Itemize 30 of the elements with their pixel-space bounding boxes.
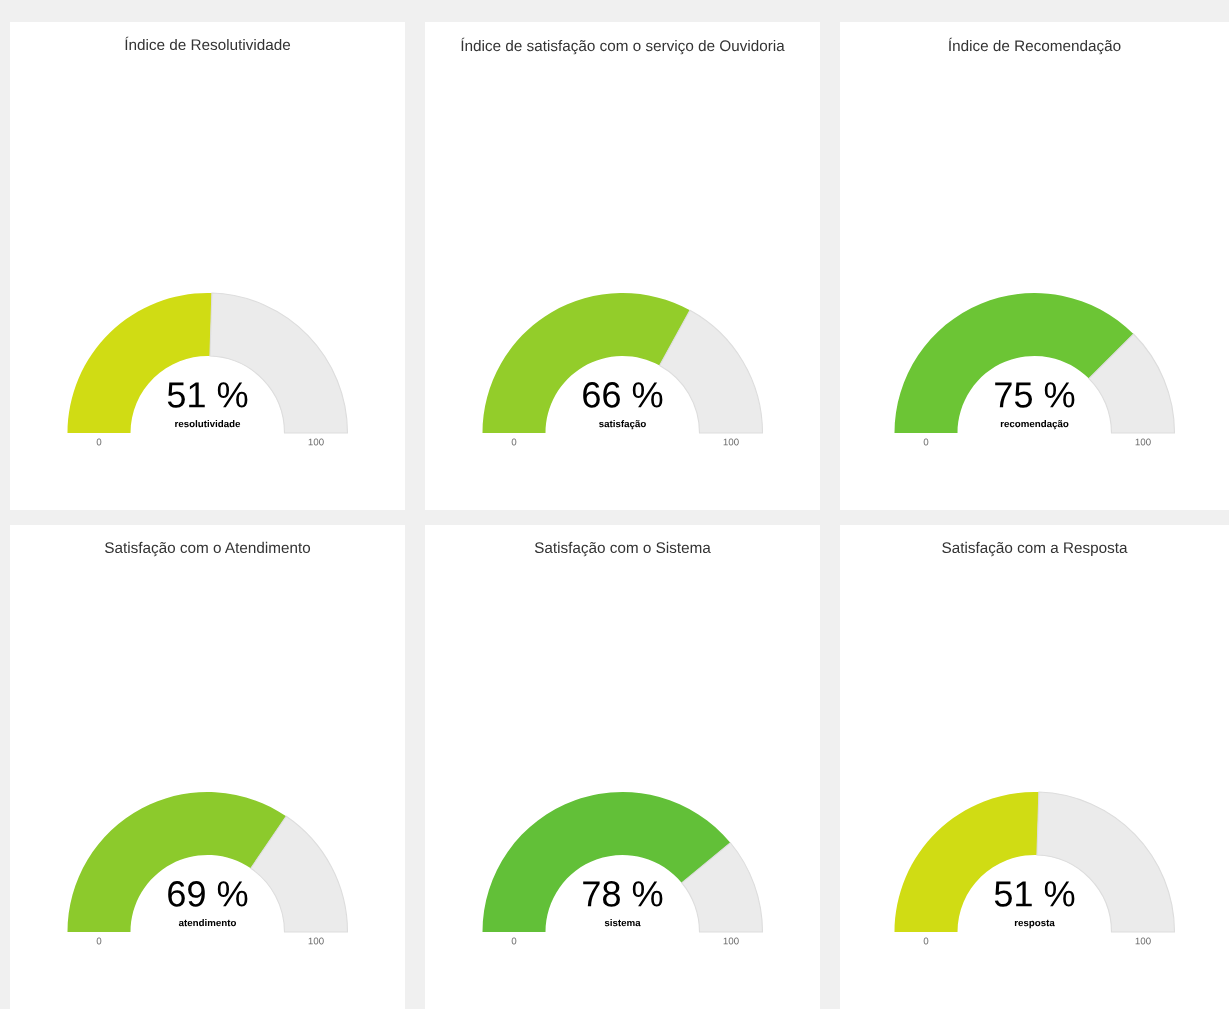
data-label: 51 % — [994, 881, 1075, 907]
chart-title: Satisfação com a Resposta — [942, 541, 1128, 557]
slice-label: recomendação — [1000, 420, 1069, 430]
data-label: 66 % — [583, 382, 663, 408]
text: 100 — [1135, 937, 1151, 945]
chart-title: Satisfação com o Sistema — [534, 541, 711, 557]
text: 0 — [511, 438, 517, 446]
text: 100 — [723, 438, 739, 446]
chart-title: Índice de satisfação com o serviço de Ouvidoria — [461, 37, 785, 55]
slice-label: sistema — [604, 919, 641, 927]
text: 0 — [96, 937, 102, 945]
data-label: 51 % — [167, 382, 248, 408]
chart-title: Satisfação com o Atendimento — [105, 541, 311, 557]
slice-label: satisfação — [599, 420, 646, 430]
chart-title: Índice de Recomendação — [948, 37, 1121, 55]
data-label: 78 % — [583, 881, 663, 907]
slice-label: resposta — [1014, 919, 1055, 929]
slice-label: resolutividade — [175, 420, 241, 428]
text: 100 — [723, 937, 739, 945]
text: 100 — [1135, 438, 1151, 446]
data-label: 75 % — [995, 382, 1075, 408]
chart-title: Índice de Resolutividade — [125, 36, 291, 51]
text: 100 — [308, 937, 324, 945]
text: 100 — [308, 438, 324, 446]
text: 0 — [923, 937, 929, 945]
text: 0 — [511, 937, 517, 945]
text: 0 — [923, 438, 929, 446]
text: 0 — [96, 438, 102, 446]
slice-label: atendimento — [178, 919, 237, 927]
data-label: 69 % — [168, 881, 248, 907]
